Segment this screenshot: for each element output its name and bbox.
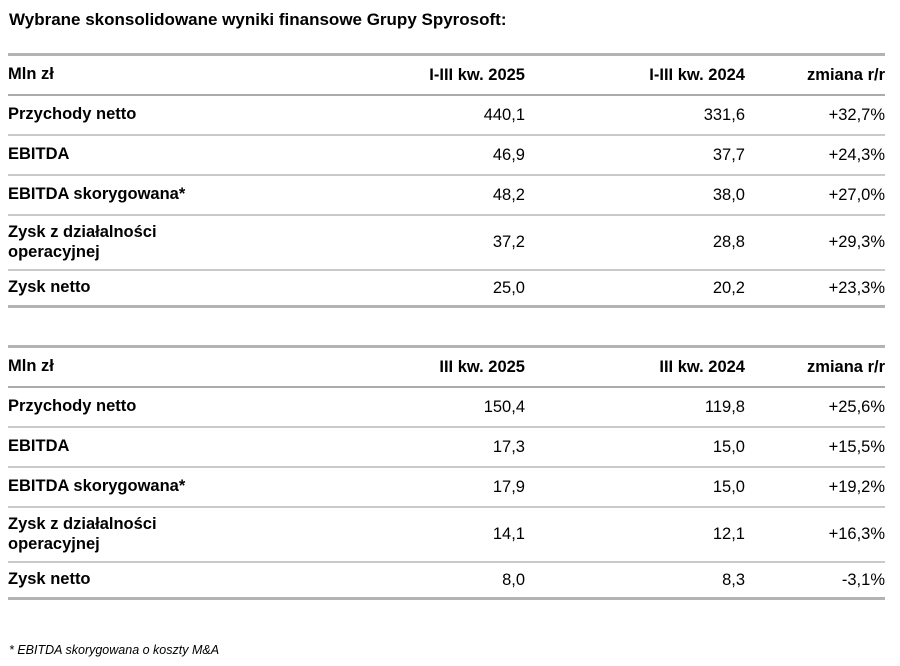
row-label: Zysk z działalności operacyjnej [8, 515, 157, 553]
value-change: +19,2% [828, 477, 885, 496]
row-label: Przychody netto [8, 397, 137, 416]
value-2024: 12,1 [712, 525, 745, 544]
table-row: Zysk z działalności operacyjnej 37,2 28,… [8, 215, 885, 271]
value-2025: 48,2 [492, 185, 525, 204]
header-change-yoy: zmiana r/r [807, 65, 885, 84]
value-change: -3,1% [841, 570, 885, 589]
table-row: EBITDA skorygowana* 17,9 15,0 +19,2% [8, 467, 885, 508]
row-label: Przychody netto [8, 105, 137, 124]
header-change-yoy: zmiana r/r [807, 357, 885, 376]
value-2025: 440,1 [483, 105, 525, 124]
header-period-2024: III kw. 2024 [659, 357, 745, 376]
value-2024: 331,6 [703, 105, 745, 124]
table-row: Zysk netto 25,0 20,2 +23,3% [8, 270, 885, 307]
row-label: Zysk z działalności operacyjnej [8, 223, 157, 261]
value-2024: 20,2 [712, 278, 745, 297]
value-2024: 119,8 [704, 397, 745, 416]
value-change: +23,3% [828, 278, 885, 297]
value-change: +16,3% [828, 525, 885, 544]
financial-table-ytd: Mln zł I-III kw. 2025 I-III kw. 2024 zmi… [8, 53, 885, 309]
row-label: EBITDA [8, 145, 70, 164]
table-row: Zysk netto 8,0 8,3 -3,1% [8, 562, 885, 599]
value-2025: 25,0 [492, 278, 525, 297]
header-period-2025: III kw. 2025 [439, 357, 525, 376]
value-2025: 8,0 [502, 570, 525, 589]
table-row: Przychody netto 150,4 119,8 +25,6% [8, 387, 885, 428]
footnote: * EBITDA skorygowana o koszty M&A [9, 643, 220, 657]
row-label: Zysk netto [8, 278, 91, 297]
table-row: EBITDA skorygowana* 48,2 38,0 +27,0% [8, 175, 885, 216]
value-2024: 28,8 [712, 233, 745, 252]
header-unit: Mln zł [8, 357, 54, 376]
value-2024: 8,3 [722, 570, 745, 589]
value-change: +25,6% [828, 397, 885, 416]
row-label: Zysk netto [8, 570, 91, 589]
value-change: +29,3% [828, 233, 885, 252]
value-2024: 38,0 [712, 185, 745, 204]
table-header-row: Mln zł III kw. 2025 III kw. 2024 zmiana … [8, 347, 885, 388]
value-2025: 150,4 [483, 397, 525, 416]
table-header-row: Mln zł I-III kw. 2025 I-III kw. 2024 zmi… [8, 55, 885, 96]
value-2025: 14,1 [492, 525, 525, 544]
page-title: Wybrane skonsolidowane wyniki finansowe … [9, 10, 507, 29]
value-2024: 15,0 [712, 437, 745, 456]
value-change: +32,7% [828, 105, 885, 124]
financial-table-q3: Mln zł III kw. 2025 III kw. 2024 zmiana … [8, 345, 885, 601]
row-label: EBITDA [8, 437, 70, 456]
row-label: EBITDA skorygowana* [8, 185, 186, 204]
value-2024: 15,0 [712, 477, 745, 496]
header-period-2025: I-III kw. 2025 [429, 65, 525, 84]
table-row: Przychody netto 440,1 331,6 +32,7% [8, 95, 885, 136]
value-change: +15,5% [828, 437, 885, 456]
value-change: +24,3% [828, 145, 885, 164]
table-row: EBITDA 46,9 37,7 +24,3% [8, 135, 885, 176]
row-label: EBITDA skorygowana* [8, 477, 186, 496]
value-2024: 37,7 [712, 145, 745, 164]
value-2025: 46,9 [492, 145, 525, 164]
value-2025: 17,3 [492, 437, 525, 456]
value-2025: 37,2 [492, 233, 525, 252]
table-row: Zysk z działalności operacyjnej 14,1 12,… [8, 507, 885, 563]
value-2025: 17,9 [492, 477, 525, 496]
value-change: +27,0% [828, 185, 885, 204]
table-row: EBITDA 17,3 15,0 +15,5% [8, 427, 885, 468]
header-period-2024: I-III kw. 2024 [649, 65, 745, 84]
header-unit: Mln zł [8, 65, 54, 84]
